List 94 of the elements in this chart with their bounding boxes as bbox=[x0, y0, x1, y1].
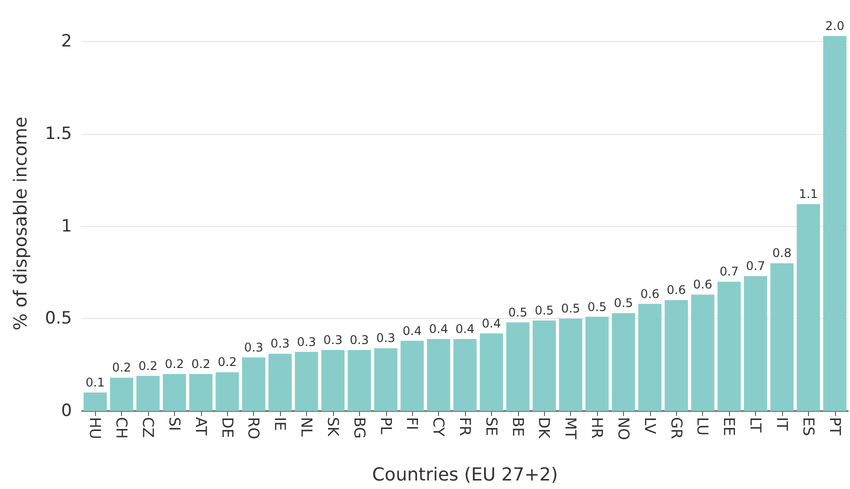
data-label: 0.2 bbox=[112, 360, 132, 375]
bar bbox=[638, 304, 662, 411]
data-label: 0.3 bbox=[270, 336, 290, 351]
bar bbox=[744, 276, 768, 411]
y-tick-label: 0 bbox=[61, 401, 72, 421]
x-tick-label: DE bbox=[218, 417, 236, 438]
bar bbox=[348, 350, 371, 411]
bar bbox=[321, 350, 345, 411]
bar bbox=[426, 338, 450, 411]
data-label: 0.6 bbox=[666, 283, 686, 298]
bar bbox=[691, 294, 714, 411]
x-tick-label: ES bbox=[799, 417, 818, 436]
y-axis-title: % of disposable income bbox=[10, 116, 32, 330]
x-tick-label: AT bbox=[192, 417, 210, 436]
bar bbox=[136, 376, 160, 411]
bar bbox=[162, 374, 186, 411]
x-tick-label: LT bbox=[746, 417, 765, 434]
bar bbox=[400, 340, 424, 411]
data-label: 0.5 bbox=[534, 303, 554, 318]
x-tick-label: SE bbox=[482, 417, 500, 436]
data-label: 0.4 bbox=[402, 324, 422, 338]
bar bbox=[823, 36, 846, 411]
bar bbox=[506, 322, 530, 411]
x-tick-label: GR bbox=[667, 417, 686, 440]
data-label: 0.5 bbox=[588, 300, 607, 314]
y-tick-label: 2 bbox=[61, 32, 72, 52]
bar bbox=[294, 352, 318, 411]
data-label: 0.2 bbox=[191, 357, 210, 372]
y-tick-label: 0.5 bbox=[44, 308, 72, 329]
x-tick-label: IT bbox=[772, 417, 791, 432]
data-label: 0.3 bbox=[323, 333, 342, 348]
bar bbox=[453, 338, 477, 411]
data-label: 0.3 bbox=[244, 340, 264, 354]
x-tick-label: LV bbox=[640, 417, 659, 435]
data-label: 0.4 bbox=[429, 322, 448, 336]
x-tick-label: SI bbox=[165, 417, 184, 431]
data-label: 0.2 bbox=[164, 357, 184, 372]
bar bbox=[559, 318, 582, 411]
data-label: 0.7 bbox=[720, 264, 739, 279]
data-label: 0.2 bbox=[218, 355, 237, 370]
bar bbox=[770, 263, 794, 411]
bar bbox=[110, 378, 134, 411]
bar bbox=[585, 316, 609, 411]
data-label: 0.6 bbox=[640, 286, 660, 301]
data-label: 0.8 bbox=[772, 246, 792, 260]
x-tick-label: BE bbox=[508, 417, 527, 437]
x-tick-label: CY bbox=[430, 417, 448, 438]
bar bbox=[242, 357, 266, 411]
x-tick-label: NO bbox=[614, 417, 632, 440]
x-axis-title: Countries (EU 27+2) bbox=[372, 464, 558, 486]
x-tick-label: PL bbox=[376, 417, 395, 436]
data-label: 0.3 bbox=[376, 331, 396, 346]
data-label: 0.1 bbox=[86, 376, 105, 390]
bar bbox=[718, 282, 741, 411]
x-tick-label: RO bbox=[244, 417, 263, 440]
x-tick-label: HU bbox=[86, 417, 104, 440]
bar bbox=[612, 313, 636, 411]
data-label: 0.4 bbox=[455, 322, 475, 336]
data-label: 0.5 bbox=[508, 305, 528, 320]
x-tick-label: PT bbox=[826, 417, 844, 436]
data-label: 0.3 bbox=[350, 333, 369, 348]
bar bbox=[216, 372, 239, 411]
data-label: 1.1 bbox=[798, 187, 818, 202]
x-tick-label: LU bbox=[694, 417, 712, 436]
data-label: 0.2 bbox=[138, 358, 158, 373]
x-tick-label: CZ bbox=[139, 417, 158, 438]
x-tick-label: NL bbox=[298, 417, 316, 438]
bar bbox=[268, 354, 292, 411]
x-tick-label: CH bbox=[112, 417, 131, 439]
y-tick-label: 1 bbox=[61, 216, 72, 236]
y-tick-label: 1.5 bbox=[44, 124, 72, 144]
bar bbox=[664, 300, 688, 411]
x-tick-label: DK bbox=[535, 417, 554, 440]
data-label: 0.4 bbox=[482, 316, 501, 330]
data-label: 0.5 bbox=[561, 302, 580, 316]
data-label: 0.3 bbox=[296, 334, 316, 349]
bar bbox=[532, 320, 556, 411]
data-label: 2.0 bbox=[825, 19, 844, 33]
x-tick-label: MT bbox=[562, 417, 580, 440]
x-tick-label: BG bbox=[350, 417, 368, 439]
bar bbox=[189, 374, 212, 411]
x-tick-label: SK bbox=[324, 417, 342, 438]
data-label: 0.5 bbox=[614, 296, 634, 310]
bar bbox=[374, 348, 398, 411]
data-label: 0.7 bbox=[746, 259, 766, 274]
x-tick-label: FR bbox=[456, 417, 474, 436]
bar bbox=[796, 204, 820, 411]
x-tick-label: IE bbox=[271, 417, 290, 431]
bar bbox=[480, 333, 504, 411]
bar bbox=[84, 392, 107, 411]
x-tick-label: FI bbox=[403, 417, 422, 430]
x-tick-label: HR bbox=[588, 417, 606, 439]
data-label: 0.6 bbox=[693, 278, 712, 292]
x-tick-label: EE bbox=[720, 417, 738, 436]
